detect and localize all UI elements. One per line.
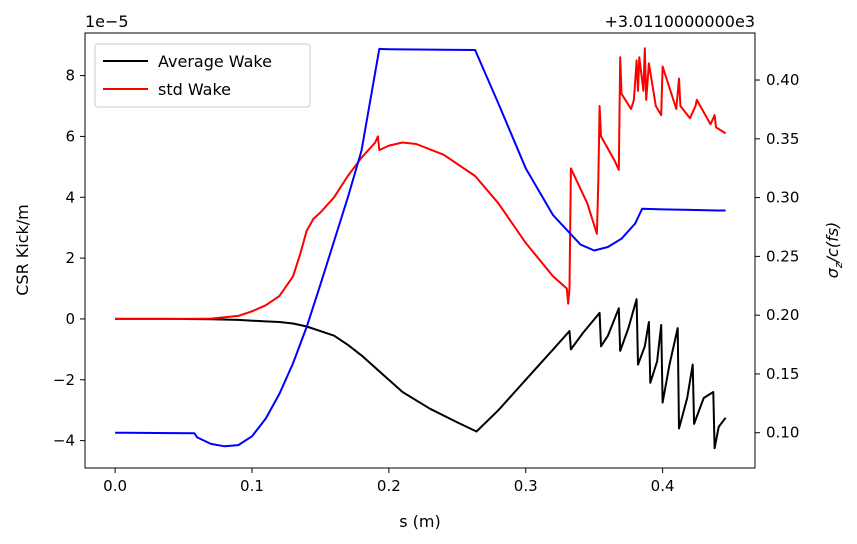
y-left-tick-label: 6 — [65, 127, 75, 145]
y-right-tick-label: 0.10 — [766, 424, 799, 442]
x-tick-label: 0.3 — [514, 477, 538, 495]
legend-label-std-wake: std Wake — [158, 80, 231, 99]
plot-lines — [115, 47, 727, 450]
y-axis-left: −4 −2 0 2 4 6 8 — [53, 67, 85, 450]
legend-label-average-wake: Average Wake — [158, 52, 272, 71]
y-right-tick-label: 0.40 — [766, 71, 799, 89]
y-left-tick-label: 8 — [65, 67, 75, 85]
series-line-sigma-z — [115, 47, 726, 448]
y-left-tick-label: −2 — [53, 371, 75, 389]
y-left-tick-label: 0 — [65, 310, 75, 328]
y-right-tick-label: 0.15 — [766, 365, 799, 383]
y-right-tick-label: 0.25 — [766, 247, 799, 265]
x-axis-label: s (m) — [399, 512, 441, 531]
left-offset-text: 1e−5 — [85, 12, 129, 31]
right-offset-text: +3.0110000000e3 — [605, 12, 756, 31]
y-left-tick-label: −4 — [53, 432, 75, 450]
series-line-std-wake — [115, 47, 727, 320]
x-tick-label: 0.1 — [240, 477, 264, 495]
plot-frame — [84, 32, 756, 469]
x-tick-label: 0.4 — [651, 477, 675, 495]
y-right-tick-label: 0.20 — [766, 306, 799, 324]
y-right-tick-label: 0.30 — [766, 189, 799, 207]
x-axis: 0.0 0.1 0.2 0.3 0.4 — [103, 468, 675, 495]
y-axis-right: 0.10 0.15 0.20 0.25 0.30 0.35 0.40 — [755, 71, 799, 442]
y-right-tick-label: 0.35 — [766, 130, 799, 148]
y-axis-left-label: CSR Kick/m — [13, 204, 32, 296]
legend: Average Wake std Wake — [94, 43, 311, 108]
x-tick-label: 0.2 — [377, 477, 401, 495]
series-line-average-wake — [115, 298, 727, 450]
y-left-tick-label: 2 — [65, 249, 75, 267]
y-left-tick-label: 4 — [65, 188, 75, 206]
y-axis-right-label: σz/c(fs) — [823, 222, 845, 279]
x-tick-label: 0.0 — [103, 477, 127, 495]
legend-box — [94, 43, 311, 108]
